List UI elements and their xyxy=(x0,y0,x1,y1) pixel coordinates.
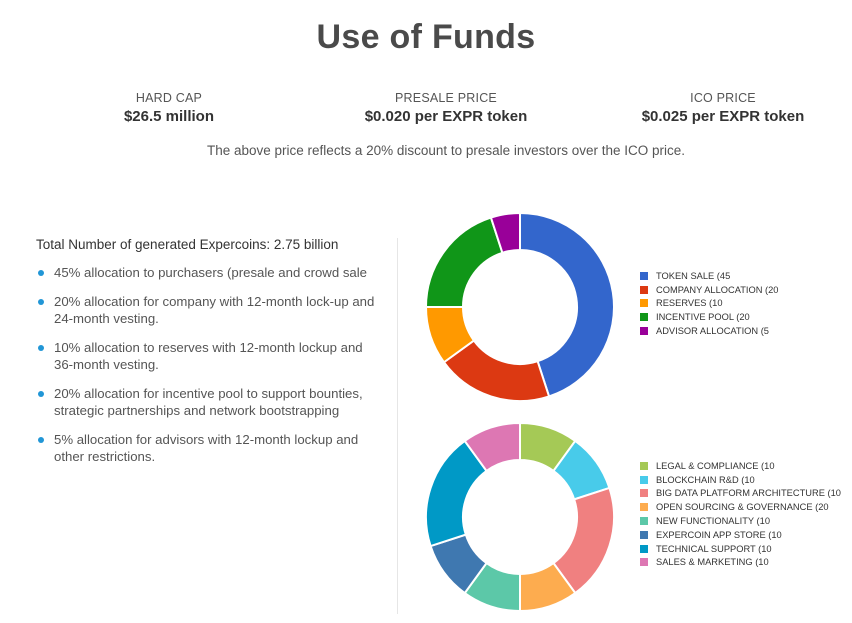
presale-price-value: $0.020 per EXPR token xyxy=(364,108,528,125)
legend-item-company-allocation: COMPANY ALLOCATION (20 xyxy=(640,283,778,297)
price-note: The above price reflects a 20% discount … xyxy=(207,143,685,158)
legend-swatch xyxy=(640,503,648,512)
allocation-item: 45% allocation to purchasers (presale an… xyxy=(36,264,376,281)
legend-item-open-sourcing-and-governance: OPEN SOURCING & GOVERNANCE (20 xyxy=(640,500,841,514)
legend-swatch xyxy=(640,544,648,553)
legend-label: BLOCKCHAIN R&D (10 xyxy=(656,474,755,485)
legend-label: TECHNICAL SUPPORT (10 xyxy=(656,543,772,554)
slice-token-sale xyxy=(519,211,615,398)
legend-swatch xyxy=(640,313,648,322)
legend-item-new-functionality: NEW FUNCTIONALITY (10 xyxy=(640,514,841,528)
bullet-icon xyxy=(38,270,44,276)
hard-cap-stat: HARD CAP $26.5 million xyxy=(39,91,299,125)
presale-price-label: PRESALE PRICE xyxy=(395,91,497,105)
column-divider xyxy=(397,238,398,614)
legend-swatch xyxy=(640,517,648,526)
allocation-item: 20% allocation for incentive pool to sup… xyxy=(36,385,376,419)
legend-label: EXPERCOIN APP STORE (10 xyxy=(656,529,782,540)
allocation-item-text: 10% allocation to reserves with 12-month… xyxy=(54,340,363,372)
allocation-list: 45% allocation to purchasers (presale an… xyxy=(36,264,376,465)
ico-price-value: $0.025 per EXPR token xyxy=(641,108,805,125)
allocation-item-text: 20% allocation for company with 12-month… xyxy=(54,294,375,326)
legend-item-expercoin-app-store: EXPERCOIN APP STORE (10 xyxy=(640,528,841,542)
legend-item-incentive-pool: INCENTIVE POOL (20 xyxy=(640,310,778,324)
allocation-heading: Total Number of generated Expercoins: 2.… xyxy=(36,237,339,252)
hard-cap-value: $26.5 million xyxy=(123,108,215,125)
legend-swatch xyxy=(640,558,648,567)
legend-label: LEGAL & COMPLIANCE (10 xyxy=(656,460,775,471)
legend-label: TOKEN SALE (45 xyxy=(656,270,731,281)
legend-label: SALES & MARKETING (10 xyxy=(656,557,769,568)
legend-swatch xyxy=(640,299,648,308)
allocation-item-text: 5% allocation for advisors with 12-month… xyxy=(54,432,359,464)
legend-item-reserves: RESERVES (10 xyxy=(640,297,778,311)
legend-swatch xyxy=(640,327,648,336)
legend-label: INCENTIVE POOL (20 xyxy=(656,312,750,323)
slice-sales-and-marketing xyxy=(463,421,521,473)
allocation-item: 10% allocation to reserves with 12-month… xyxy=(36,339,376,373)
legend-swatch xyxy=(640,475,648,484)
funds-usage-donut-chart xyxy=(425,421,615,613)
legend-item-advisor-allocation: ADVISOR ALLOCATION (5 xyxy=(640,324,778,338)
legend-swatch xyxy=(640,530,648,539)
ico-price-label: ICO PRICE xyxy=(690,91,756,105)
legend-item-sales-and-marketing: SALES & MARKETING (10 xyxy=(640,556,841,570)
token-allocation-donut-chart xyxy=(424,211,615,402)
bullet-icon xyxy=(38,391,44,397)
allocation-item: 5% allocation for advisors with 12-month… xyxy=(36,431,376,465)
allocation-item-text: 20% allocation for incentive pool to sup… xyxy=(54,386,363,418)
bullet-icon xyxy=(38,437,44,443)
ico-price-stat: ICO PRICE $0.025 per EXPR token xyxy=(593,91,852,125)
legend-item-big-data-platform-architecture: BIG DATA PLATFORM ARCHITECTURE (10 xyxy=(640,487,841,501)
allocation-section: Total Number of generated Expercoins: 2.… xyxy=(36,237,376,477)
bullet-icon xyxy=(38,345,44,351)
legend-item-token-sale: TOKEN SALE (45 xyxy=(640,269,778,283)
funds-usage-legend: LEGAL & COMPLIANCE (10 BLOCKCHAIN R&D (10… xyxy=(640,459,841,569)
hard-cap-label: HARD CAP xyxy=(135,91,203,105)
legend-item-blockchain-randd: BLOCKCHAIN R&D (10 xyxy=(640,473,841,487)
token-allocation-legend: TOKEN SALE (45 COMPANY ALLOCATION (20 RESE… xyxy=(640,269,778,338)
legend-label: BIG DATA PLATFORM ARCHITECTURE (10 xyxy=(656,488,841,499)
allocation-item: 20% allocation for company with 12-month… xyxy=(36,293,376,327)
legend-swatch xyxy=(640,271,648,280)
slice-advisor-allocation xyxy=(489,211,521,255)
legend-label: ADVISOR ALLOCATION (5 xyxy=(656,326,769,337)
allocation-item-text: 45% allocation to purchasers (presale an… xyxy=(54,265,368,280)
legend-label: COMPANY ALLOCATION (20 xyxy=(656,284,779,295)
legend-swatch xyxy=(640,461,648,470)
legend-label: NEW FUNCTIONALITY (10 xyxy=(656,516,770,527)
legend-swatch xyxy=(640,489,648,498)
legend-item-legal-and-compliance: LEGAL & COMPLIANCE (10 xyxy=(640,459,841,473)
slice-incentive-pool xyxy=(424,216,504,308)
legend-item-technical-support: TECHNICAL SUPPORT (10 xyxy=(640,542,841,556)
legend-swatch xyxy=(640,285,648,294)
bullet-icon xyxy=(38,299,44,305)
legend-label: RESERVES (10 xyxy=(656,298,723,309)
legend-label: OPEN SOURCING & GOVERNANCE (20 xyxy=(656,502,829,513)
page-title: Use of Funds xyxy=(316,18,536,56)
presale-price-stat: PRESALE PRICE $0.020 per EXPR token xyxy=(316,91,576,125)
